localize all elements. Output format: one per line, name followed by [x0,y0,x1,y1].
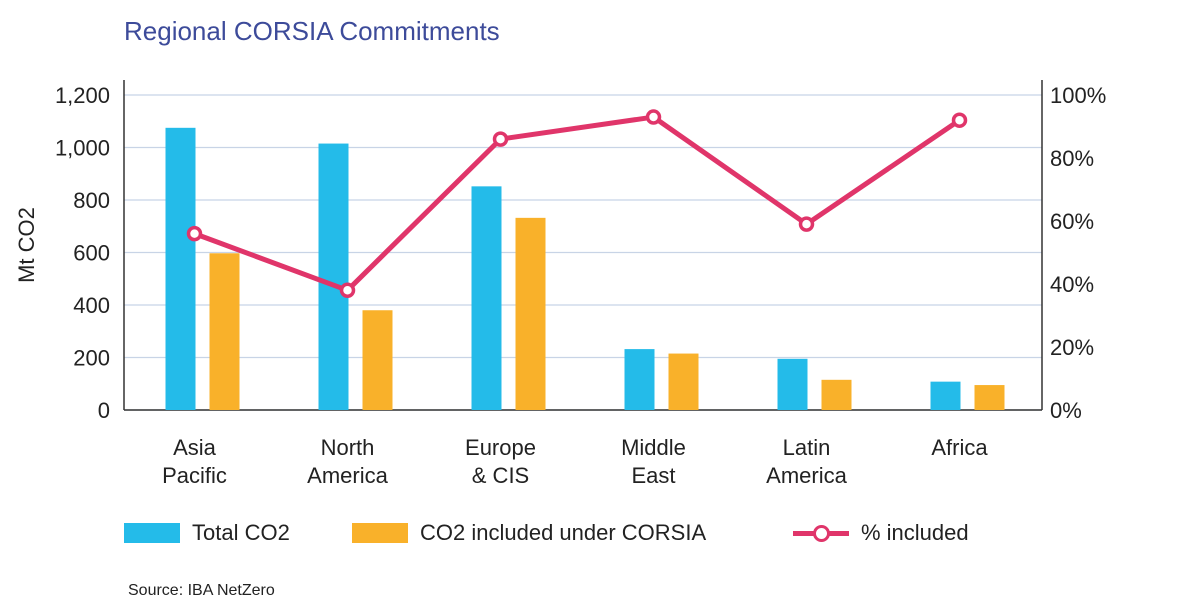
legend-label-percent: % included [861,520,969,545]
bar-corsia [668,353,699,410]
percent-point [951,112,968,128]
y-tick-label: 400 [73,293,110,318]
y2-tick-label: 20% [1050,335,1094,360]
y-tick-label: 1,200 [55,83,110,108]
bar-corsia [974,385,1005,410]
x-category-label: Latin [783,435,831,460]
x-category-label: Africa [931,435,988,460]
legend-item-total: Total CO2 [124,520,290,546]
y-tick-label: 600 [73,241,110,266]
bar-total [930,381,961,410]
x-category-label: & CIS [472,463,529,488]
legend-swatch-total [124,523,180,543]
bar-corsia [209,253,240,410]
x-category-label: North [321,435,375,460]
bar-total [777,358,808,410]
x-category-label: Middle [621,435,686,460]
chart-legend: Total CO2 CO2 included under CORSIA % in… [0,520,1178,554]
x-category-label: Asia [173,435,217,460]
y-tick-label: 800 [73,188,110,213]
y2-tick-label: 100% [1050,83,1106,108]
x-category-label: America [766,463,847,488]
bar-total [165,127,196,410]
percent-point [339,282,356,299]
y-tick-label: 1,000 [55,136,110,161]
x-category-label: Pacific [162,463,227,488]
legend-label-total: Total CO2 [192,520,290,545]
legend-swatch-percent [793,523,849,543]
bar-total [471,186,502,410]
bar-corsia [362,310,393,410]
y2-tick-label: 40% [1050,272,1094,297]
percent-point [492,131,509,147]
percent-point [645,109,662,125]
y2-tick-label: 80% [1050,146,1094,171]
bar-corsia [821,379,852,410]
percent-line [193,114,961,293]
y-tick-label: 200 [73,346,110,371]
legend-item-percent: % included [793,520,969,546]
x-category-label: America [307,463,388,488]
bar-total [318,143,349,410]
legend-swatch-corsia [352,523,408,543]
legend-label-corsia: CO2 included under CORSIA [420,520,707,545]
y2-tick-label: 0% [1050,398,1082,423]
bar-total [624,349,655,410]
x-category-label: East [631,463,675,488]
y-axis-title: Mt CO2 [14,207,39,283]
y2-tick-label: 60% [1050,209,1094,234]
legend-item-corsia: CO2 included under CORSIA [352,520,706,546]
y-tick-label: 0 [98,398,110,423]
x-category-label: Europe [465,435,536,460]
chart-title: Regional CORSIA Commitments [124,16,500,46]
source-note: Source: IBA NetZero [128,582,275,599]
percent-point [798,216,815,232]
percent-point [186,225,203,242]
bar-corsia [515,217,546,410]
